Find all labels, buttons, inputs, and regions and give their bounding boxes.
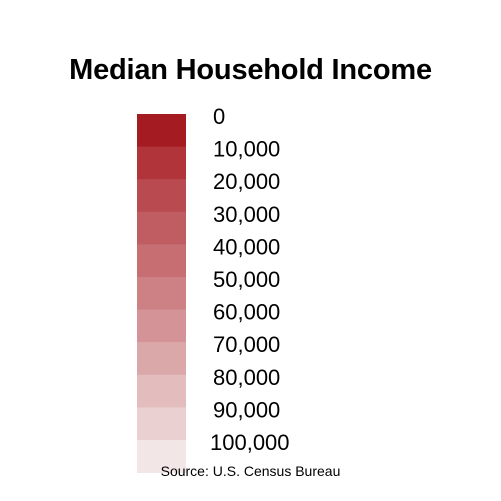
legend-label: 10,000 bbox=[213, 137, 280, 162]
legend-swatch bbox=[137, 147, 186, 180]
legend-label: 100,000 bbox=[210, 430, 290, 455]
legend-swatches bbox=[137, 114, 186, 473]
legend-label: 0 bbox=[213, 104, 225, 129]
legend-swatch bbox=[137, 310, 186, 343]
legend-swatch bbox=[137, 407, 186, 440]
legend-swatch bbox=[137, 342, 186, 375]
source-note: Source: U.S. Census Bureau bbox=[0, 462, 501, 480]
legend-label: 30,000 bbox=[213, 202, 280, 227]
legend-swatch bbox=[137, 212, 186, 245]
legend-swatch bbox=[137, 375, 186, 408]
legend-label: 40,000 bbox=[213, 234, 280, 259]
legend-label: 90,000 bbox=[213, 397, 280, 422]
legend-label: 80,000 bbox=[213, 365, 280, 390]
legend-swatch bbox=[137, 244, 186, 277]
legend-swatch bbox=[137, 277, 186, 310]
legend-labels: 0 10,000 20,000 30,000 40,000 50,000 60,000 70,… bbox=[210, 104, 290, 455]
legend-label: 70,000 bbox=[213, 332, 280, 357]
legend-label: 20,000 bbox=[213, 169, 280, 194]
legend-swatch bbox=[137, 114, 186, 147]
legend-label: 60,000 bbox=[213, 300, 280, 325]
legend-swatch bbox=[137, 179, 186, 212]
legend-label: 50,000 bbox=[213, 267, 280, 292]
